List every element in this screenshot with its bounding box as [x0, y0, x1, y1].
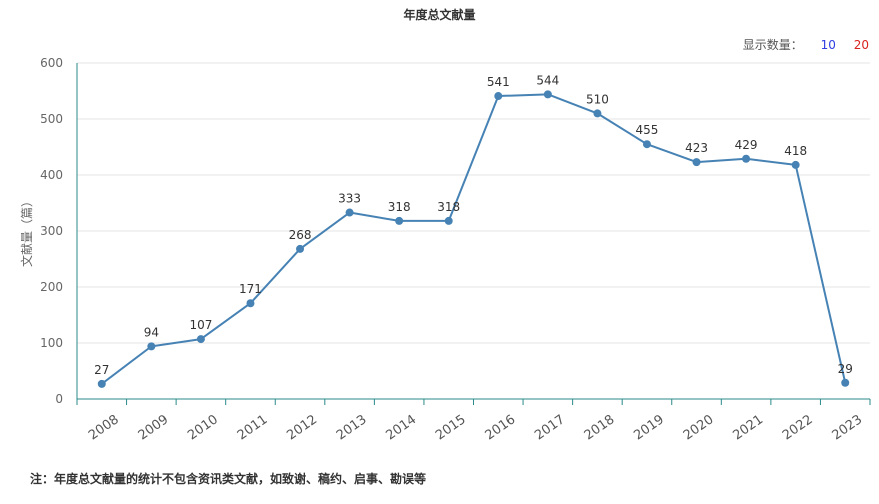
data-point [345, 208, 354, 217]
y-tick-label: 400 [40, 168, 63, 182]
data-label: 418 [784, 144, 807, 158]
data-point [246, 299, 255, 308]
y-axis-label: 文献量（篇） [19, 195, 34, 267]
x-tick-label: 2015 [433, 412, 469, 443]
data-label: 27 [94, 363, 109, 377]
data-point [692, 158, 701, 167]
x-tick-label: 2009 [136, 412, 172, 443]
x-tick-label: 2019 [631, 412, 667, 443]
data-point [841, 378, 850, 387]
display-count-option-20[interactable]: 20 [853, 38, 869, 52]
y-tick-label: 200 [40, 280, 63, 294]
data-point [444, 216, 453, 225]
data-point [791, 160, 800, 169]
x-tick-label: 2022 [780, 412, 816, 443]
display-count-label: 显示数量： [742, 38, 803, 52]
y-tick-label: 100 [40, 336, 63, 350]
x-tick-label: 2018 [582, 412, 618, 443]
x-tick-label: 2020 [681, 412, 717, 443]
data-point [543, 90, 552, 99]
x-tick-label: 2011 [235, 412, 271, 443]
x-axis-ticks: 2008 2009 2010 2011 2012 2013 2014 2015 2016 2017… [76, 399, 871, 443]
y-tick-label: 300 [40, 224, 63, 238]
data-label: 455 [636, 123, 659, 137]
y-axis-ticks: 0 100 200 300 400 500 600 [40, 56, 63, 406]
x-tick-label: 2023 [830, 412, 866, 443]
data-label: 268 [289, 228, 312, 242]
data-point [147, 342, 156, 351]
data-label: 29 [838, 362, 853, 376]
x-tick-label: 2008 [86, 412, 122, 443]
data-point [642, 140, 651, 149]
x-tick-label: 2016 [483, 412, 519, 443]
data-label: 94 [144, 325, 159, 339]
data-label: 429 [735, 138, 758, 152]
data-label: 171 [239, 282, 262, 296]
x-tick-label: 2017 [532, 412, 568, 443]
data-points [97, 90, 850, 388]
data-point [742, 154, 751, 163]
data-labels: 27 94 107 171 268 333 318 318 541 544 510 455 423 429… [94, 73, 853, 377]
display-count-control: 显示数量： 10 20 [743, 36, 869, 53]
data-point [196, 335, 205, 344]
data-label: 541 [487, 75, 510, 89]
data-label: 423 [685, 141, 708, 155]
x-tick-label: 2013 [334, 412, 370, 443]
data-point [395, 216, 404, 225]
data-point [97, 379, 106, 388]
y-tick-label: 600 [40, 56, 63, 70]
data-label: 333 [338, 192, 361, 206]
data-label: 107 [189, 318, 212, 332]
data-label: 510 [586, 92, 609, 106]
series-polyline [101, 93, 847, 385]
data-point [494, 92, 503, 101]
data-label: 544 [536, 73, 559, 87]
chart-title: 年度总文献量 [403, 8, 476, 22]
y-tick-label: 0 [55, 392, 63, 406]
x-tick-label: 2014 [383, 412, 419, 443]
display-count-option-10[interactable]: 10 [820, 38, 836, 52]
footnote: 注：年度总文献量的统计不包含资讯类文献，如致谢、稿约、启事、勘误等 [30, 472, 427, 486]
data-point [593, 109, 602, 118]
data-point [296, 244, 305, 253]
grid-lines [77, 62, 870, 344]
data-label: 318 [388, 200, 411, 214]
y-tick-label: 500 [40, 112, 63, 126]
x-tick-label: 2010 [185, 412, 221, 443]
data-label: 318 [437, 200, 460, 214]
x-tick-label: 2012 [284, 412, 320, 443]
series-line [101, 93, 847, 385]
x-tick-label: 2021 [730, 412, 766, 443]
